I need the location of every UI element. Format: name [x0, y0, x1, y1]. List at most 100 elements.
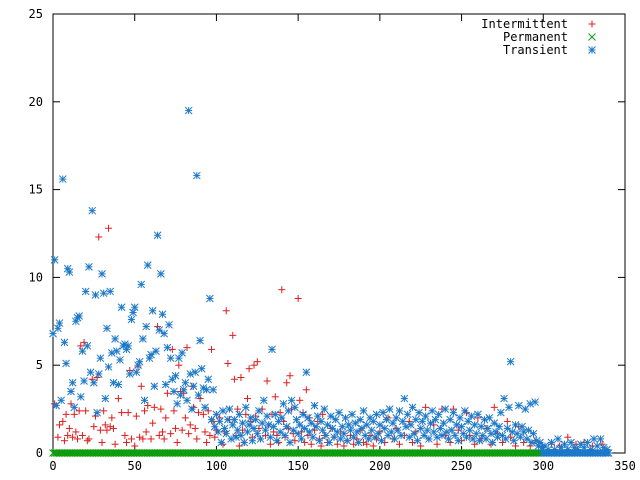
transient-point [142, 322, 151, 331]
transient-point [158, 310, 167, 319]
transient-point [279, 399, 288, 408]
tick-marks [52, 13, 626, 454]
intermittent-point [263, 377, 271, 385]
marker-stroke [428, 407, 437, 415]
marker-stroke [178, 349, 186, 357]
marker-stroke [416, 424, 425, 433]
transient-point [273, 436, 281, 445]
transient-point [50, 255, 59, 264]
marker-stroke [367, 426, 376, 435]
marker-stroke [250, 424, 258, 433]
marker-stroke [402, 422, 410, 431]
intermittent-point [250, 361, 258, 369]
transient-point [405, 433, 414, 442]
transient-point [153, 231, 162, 240]
y-tick-label: 20 [29, 95, 43, 109]
marker-stroke [148, 306, 157, 315]
marker-stroke [393, 426, 402, 435]
marker-stroke [390, 435, 399, 443]
intermittent-point [137, 382, 145, 390]
transient-point [343, 436, 352, 445]
intermittent-point [253, 358, 261, 366]
marker-stroke [67, 387, 75, 396]
intermittent-point [422, 403, 430, 411]
intermittent-point [193, 435, 201, 443]
marker-stroke [454, 436, 463, 445]
intermittent-point [90, 423, 98, 431]
marker-stroke [116, 356, 124, 364]
transient-point [98, 270, 106, 278]
transient-point [500, 394, 508, 403]
marker-stroke [101, 394, 110, 403]
transient-point [86, 368, 95, 377]
marker-stroke [243, 428, 252, 436]
marker-stroke [398, 417, 407, 426]
marker-stroke [103, 324, 111, 333]
intermittent-point [83, 437, 91, 445]
marker-stroke [58, 175, 67, 183]
marker-stroke [160, 329, 168, 338]
marker-stroke [451, 431, 459, 440]
transient-point [124, 342, 133, 350]
marker-stroke [125, 370, 134, 378]
marker-stroke [91, 291, 100, 299]
transient-point [441, 405, 450, 413]
transient-point [344, 421, 353, 429]
transient-point [189, 382, 198, 391]
marker-stroke [166, 354, 175, 363]
marker-stroke [490, 419, 499, 428]
marker-stroke [354, 438, 363, 447]
intermittent-point [62, 410, 70, 418]
marker-stroke [114, 380, 123, 389]
marker-stroke [140, 396, 149, 405]
transient-point [166, 354, 175, 363]
marker-stroke [536, 438, 544, 447]
marker-stroke [485, 414, 494, 422]
marker-stroke [338, 422, 347, 431]
transient-point [178, 349, 186, 357]
marker-stroke [307, 419, 316, 428]
marker-stroke [289, 426, 298, 435]
marker-stroke [107, 349, 116, 357]
transient-point [186, 370, 195, 378]
intermittent-point [172, 424, 180, 432]
marker-stroke [268, 345, 276, 354]
transient-point [81, 287, 90, 296]
marker-stroke [109, 378, 118, 387]
marker-stroke [106, 287, 115, 296]
marker-stroke [506, 357, 515, 366]
marker-stroke [380, 424, 389, 433]
marker-stroke [186, 370, 195, 378]
marker-stroke [170, 387, 178, 396]
transient-point [125, 370, 134, 378]
marker-stroke [389, 419, 397, 428]
marker-stroke [583, 438, 592, 447]
transient-point [451, 431, 459, 440]
marker-stroke [300, 424, 309, 433]
intermittent-point [363, 440, 371, 448]
transient-point [320, 405, 329, 413]
marker-stroke [456, 414, 464, 422]
marker-stroke [76, 392, 85, 401]
transient-point [152, 347, 160, 356]
transient-point [107, 349, 116, 357]
marker-stroke [184, 106, 193, 115]
transient-point [380, 424, 389, 433]
marker-stroke [362, 421, 371, 429]
intermittent-point [294, 294, 302, 302]
transient-point [374, 429, 383, 438]
transient-point [392, 414, 401, 422]
marker-stroke [304, 414, 312, 422]
intermittent-point [503, 417, 511, 425]
transient-point [240, 438, 249, 447]
marker-stroke [161, 380, 170, 389]
marker-stroke [588, 33, 596, 41]
transient-point [202, 385, 211, 394]
marker-stroke [259, 396, 268, 405]
marker-stroke [441, 405, 450, 413]
marker-stroke [500, 394, 508, 403]
transient-point [284, 407, 293, 415]
marker-stroke [139, 335, 147, 343]
transient-point [212, 410, 221, 419]
marker-stroke [152, 347, 160, 356]
